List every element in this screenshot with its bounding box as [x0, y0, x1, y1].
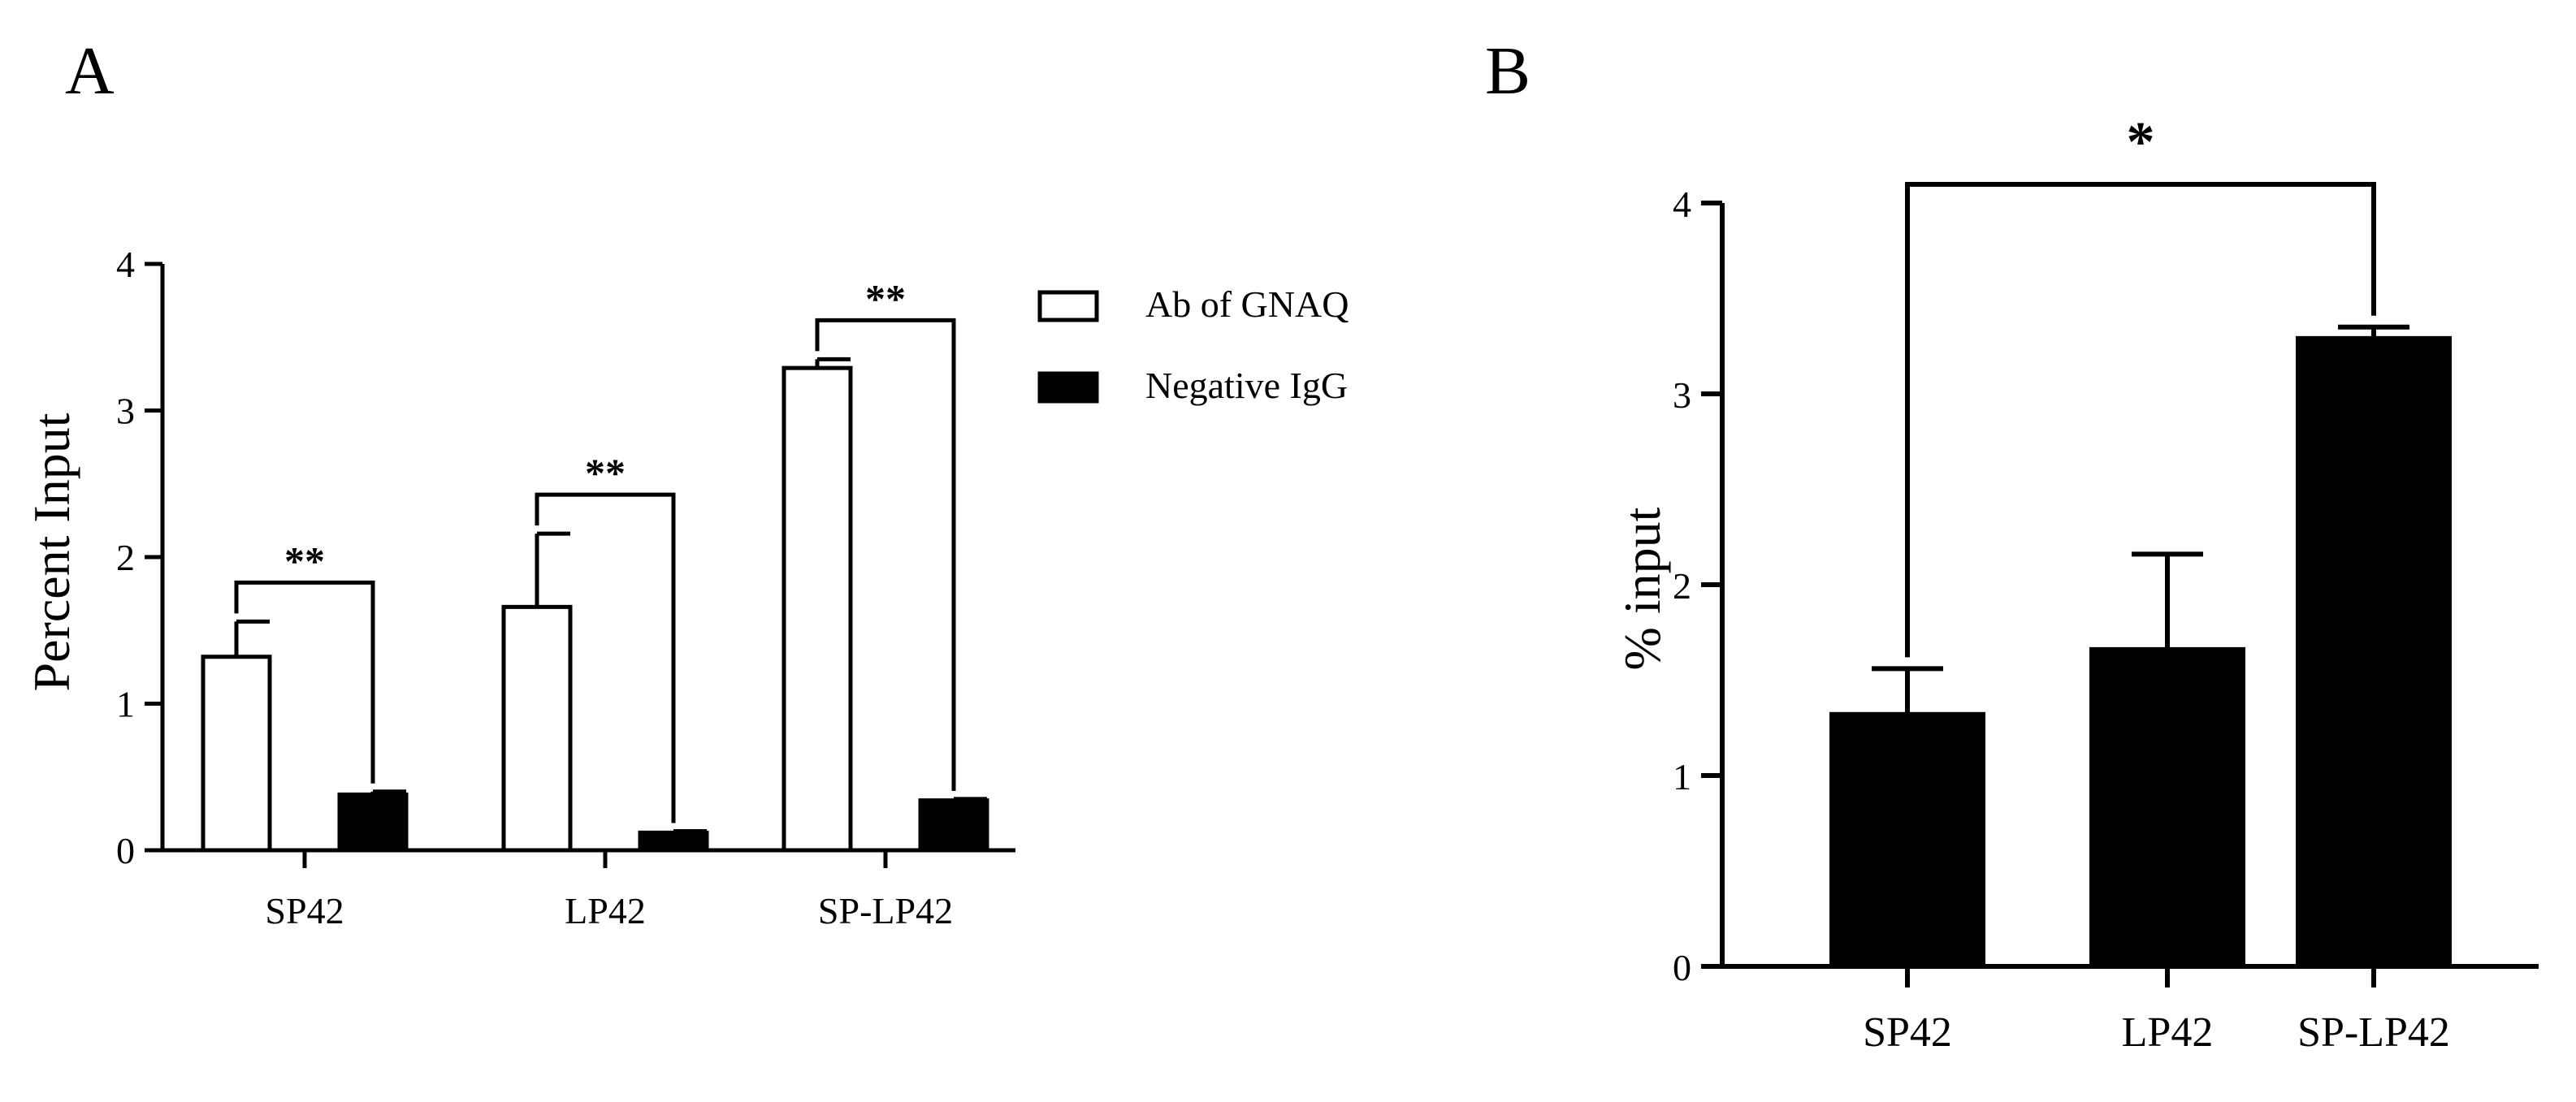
panel-a-category-label: SP42: [265, 890, 344, 931]
panel-a-sig-label: **: [585, 450, 626, 495]
panel-a-sig-label: **: [865, 275, 906, 321]
panel-a-bar: [337, 792, 409, 853]
panel-a-ytick-label: 3: [116, 391, 135, 432]
panel-a-legend-swatch: [1037, 371, 1099, 404]
panel-b-letter: B: [1485, 33, 1530, 109]
panel-a-sig-bracket: [535, 492, 676, 823]
panel-b-ylabel: % input: [1613, 507, 1671, 670]
panel-b-ytick-label: 2: [1673, 565, 1691, 607]
panel-a-legend: Ab of GNAQ Negative IgG: [1037, 283, 1349, 406]
panel-b-bar: [1829, 711, 1985, 969]
panel-a-ytick-label: 2: [116, 537, 135, 578]
panel-a-ytick-label: 1: [116, 684, 135, 725]
panel-a-legend-swatch: [1037, 290, 1099, 322]
panel-b-ytick-label: 0: [1673, 947, 1691, 988]
panel-b-ytick-label: 4: [1673, 184, 1691, 225]
panel-b-ytick-label: 1: [1673, 756, 1691, 797]
panel-b-bar: [2296, 335, 2452, 970]
panel-a-sig-bracket: [815, 318, 956, 791]
panel-a-sig-label: **: [284, 538, 325, 583]
panel-a-ylabel: Percent Input: [23, 413, 80, 691]
panel-a-category-label: SP-LP42: [818, 890, 953, 931]
panel-a-letter: A: [65, 33, 115, 109]
panel-a-sig-bracket: [234, 580, 375, 784]
panel-b-sig-bracket: [1905, 182, 2376, 658]
panel-a-ytick-label: 4: [116, 244, 135, 285]
panel-a-bar: [781, 365, 853, 853]
panel-b-plot: 0 1 2 3 4 SP42 LP42 SP-LP42 *: [1673, 111, 2539, 1056]
panel-a-legend-label: Ab of GNAQ: [1145, 283, 1349, 325]
panel-b-ytick-label: 3: [1673, 374, 1691, 416]
panel-a-legend-label: Negative IgG: [1145, 365, 1348, 406]
panel-b-sig-label: *: [2127, 111, 2155, 174]
panel-a-bar: [501, 604, 573, 853]
panel-b-bar: [2089, 646, 2245, 970]
panel-a-category-label: LP42: [565, 890, 646, 931]
panel-a-bar: [638, 830, 709, 853]
panel-b-category-label: SP42: [1863, 1009, 1952, 1056]
panel-b-category-label: SP-LP42: [2297, 1009, 2450, 1056]
panel-a-ytick-label: 0: [116, 830, 135, 871]
panel-a-bar: [918, 798, 989, 853]
panel-a-bar: [201, 655, 272, 853]
panel-a-plot: 0 1 2 3 4 SP42 ** LP42 ** SP-LP42 **: [116, 244, 1015, 931]
panel-b-category-label: LP42: [2122, 1009, 2214, 1056]
